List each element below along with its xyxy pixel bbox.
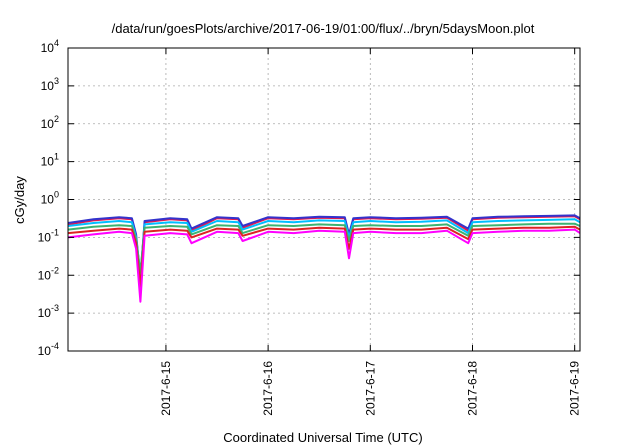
series-line-5 xyxy=(67,225,581,288)
y-tick-label: 100 xyxy=(41,190,59,207)
x-axis: 2017-6-15 2017-6-16 2017-6-17 2017-6-18 2017… xyxy=(159,48,582,416)
series-line-4 xyxy=(67,222,581,274)
y-tick-label: 10-2 xyxy=(38,265,59,282)
y-axis-label: cGy/day xyxy=(12,176,27,224)
x-axis-label: Coordinated Universal Time (UTC) xyxy=(223,430,422,445)
series-layer xyxy=(67,214,581,303)
x-tick-label: 2017-6-15 xyxy=(159,361,173,416)
chart-title: /data/run/goesPlots/archive/2017-06-19/0… xyxy=(112,21,535,36)
x-tick-label: 2017-6-19 xyxy=(568,361,582,416)
y-tick-label: 101 xyxy=(41,152,59,169)
y-tick-label: 104 xyxy=(41,38,59,55)
x-tick-label: 2017-6-18 xyxy=(465,361,479,416)
y-tick-label: 10-3 xyxy=(38,303,59,320)
y-tick-label: 102 xyxy=(41,114,59,131)
y-axis: 10-4 10-3 10-2 10-1 100 101 102 103 104 xyxy=(38,38,580,358)
x-tick-label: 2017-6-17 xyxy=(363,361,377,416)
y-tick-label: 103 xyxy=(41,76,59,93)
y-tick-label: 10-4 xyxy=(38,341,59,358)
y-tick-label: 10-1 xyxy=(38,227,59,244)
x-tick-label: 2017-6-16 xyxy=(261,361,275,416)
grid xyxy=(68,48,580,351)
series-line-6 xyxy=(67,228,581,303)
